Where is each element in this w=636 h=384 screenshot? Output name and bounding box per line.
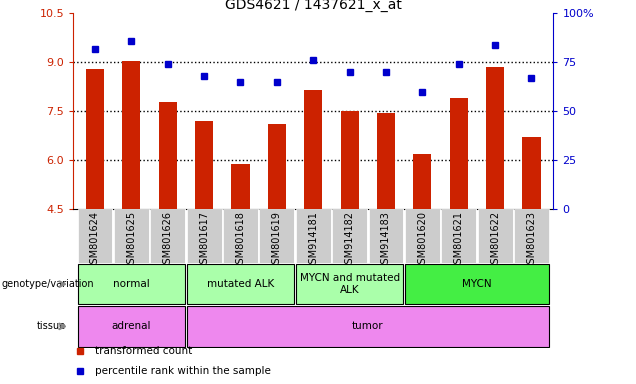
Text: GSM801625: GSM801625 [127,211,136,270]
Text: GSM801618: GSM801618 [235,211,245,270]
Text: transformed count: transformed count [95,346,193,356]
Text: GSM801617: GSM801617 [199,211,209,270]
Text: tumor: tumor [352,321,384,331]
Text: MYCN: MYCN [462,279,492,289]
Text: mutated ALK: mutated ALK [207,279,274,289]
Bar [259,209,294,263]
Text: tissue: tissue [37,321,66,331]
Bar [413,154,431,209]
Bar [522,137,541,209]
Bar [114,209,149,263]
Text: adrenal: adrenal [111,321,151,331]
Bar [340,111,359,209]
Text: GSM801624: GSM801624 [90,211,100,270]
Text: normal: normal [113,279,149,289]
Text: GSM914183: GSM914183 [381,211,391,270]
Bar [122,61,141,209]
Bar [296,209,331,263]
Bar [377,113,395,209]
Bar [86,69,104,209]
Bar [405,209,440,263]
Text: GSM801619: GSM801619 [272,211,282,270]
Bar [514,209,549,263]
Text: genotype/variation: genotype/variation [1,279,94,289]
Bar [78,306,185,347]
Text: GSM801621: GSM801621 [453,211,464,270]
Bar [268,124,286,209]
Bar [450,98,468,209]
Bar [186,264,294,305]
Text: GSM801623: GSM801623 [527,211,537,270]
Bar [232,164,249,209]
Bar [296,264,403,305]
Bar [478,209,513,263]
Text: MYCN and mutated
ALK: MYCN and mutated ALK [300,273,399,295]
Text: GSM801626: GSM801626 [163,211,173,270]
Bar [186,306,549,347]
Text: percentile rank within the sample: percentile rank within the sample [95,366,272,376]
Bar [441,209,476,263]
Bar [405,264,549,305]
Text: GSM801620: GSM801620 [417,211,427,270]
Bar [223,209,258,263]
Bar [486,67,504,209]
Bar [368,209,403,263]
Bar [150,209,185,263]
Text: GSM914181: GSM914181 [308,211,318,270]
Title: GDS4621 / 1437621_x_at: GDS4621 / 1437621_x_at [225,0,402,12]
Bar [78,209,113,263]
Text: GSM801622: GSM801622 [490,211,500,270]
Bar [158,101,177,209]
Bar [186,209,221,263]
Bar [304,90,322,209]
Bar [78,264,185,305]
Bar [195,121,213,209]
Text: GSM914182: GSM914182 [345,211,355,270]
Bar [332,209,367,263]
